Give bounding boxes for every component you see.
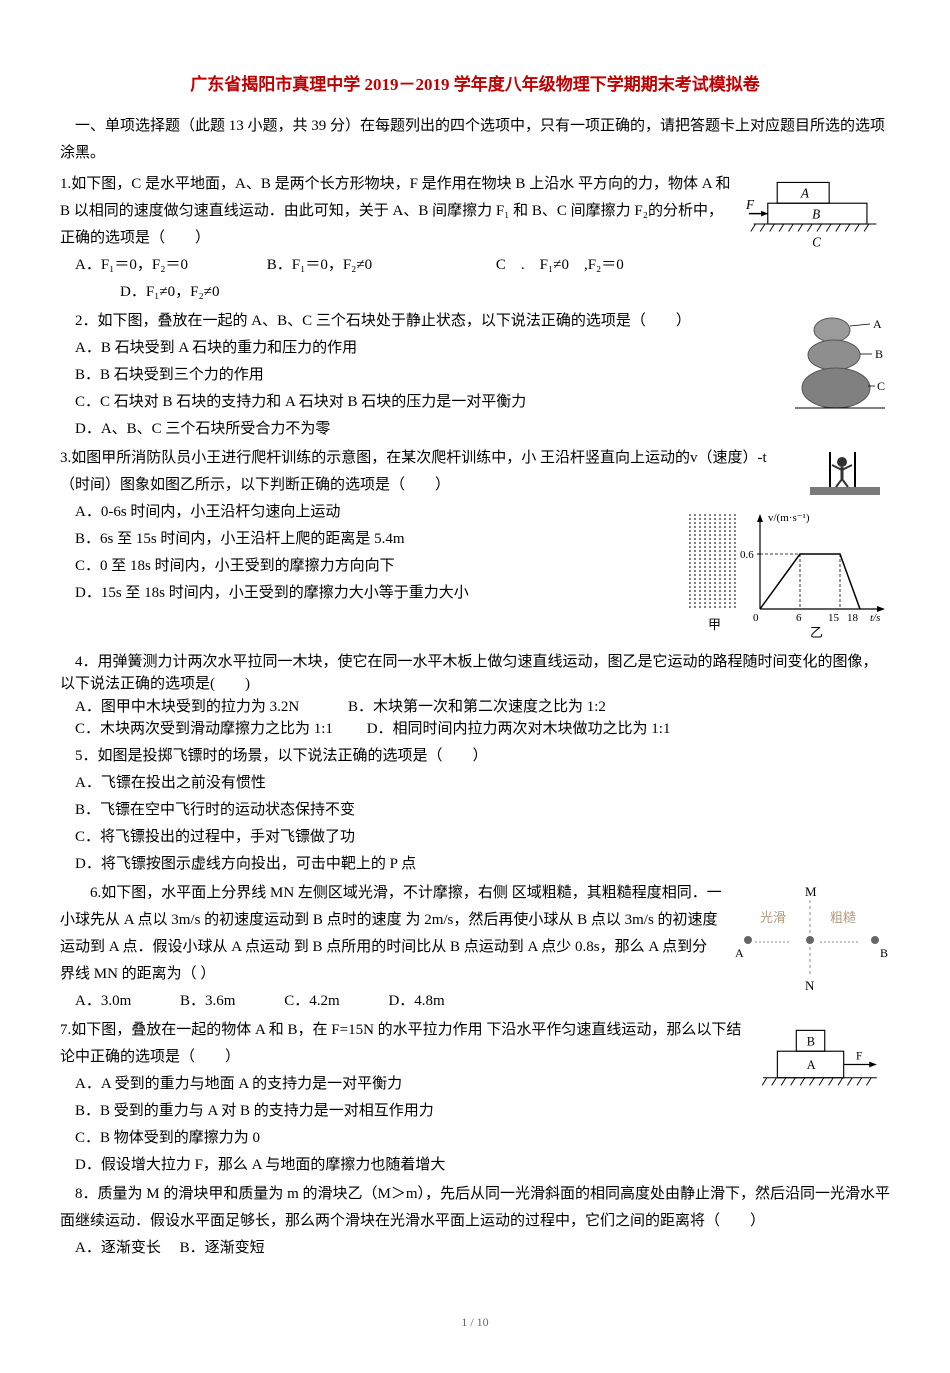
question-5: 5．如图是投掷飞镖时的场景，以下说法正确的选项是（ ） A．飞镖在投出之前没有惯…: [60, 743, 890, 878]
q6-opt-b: B．3.6m: [180, 993, 235, 1009]
svg-text:乙: 乙: [810, 625, 823, 639]
q2-opt-a: A．B 石块受到 A 石块的重力和压力的作用: [60, 335, 890, 362]
q8-opt-a: A．逐渐变长: [75, 1240, 161, 1256]
q1-stem-a: 1.如下图，C 是水平地面，A、B 是两个长方形物块，F 是作用在物块 B 上沿…: [60, 176, 574, 192]
svg-text:C: C: [812, 234, 821, 249]
q1-opt-b: B．F₁＝0，F₂≠0: [267, 257, 372, 273]
svg-text:M: M: [805, 884, 817, 899]
q8-stem: 8．质量为 M 的滑块甲和质量为 m 的滑块乙（M＞m），先后从同一光滑斜面的相…: [60, 1181, 890, 1235]
svg-text:C: C: [877, 379, 885, 393]
q5-opt-b: B．飞镖在空中飞行时的运动状态保持不变: [60, 797, 890, 824]
q5-opt-c: C．将飞镖投出的过程中，手对飞镖做了功: [60, 824, 890, 851]
q1-opt-a: A．F₁＝0，F₂＝0: [75, 257, 188, 273]
q4-stem: 4．用弹簧测力计两次水平拉同一木块，使它在同一水平木板上做匀速直线运动，图乙是它…: [60, 651, 890, 696]
page-number: 1 / 10: [60, 1312, 890, 1334]
question-6: M 光滑 粗糙 A B N 6.如下图，水平面上分界线 MN 左侧区域光滑，不计…: [60, 880, 890, 1015]
q8-opt-b: B．逐渐变短: [180, 1240, 265, 1256]
q2-diagram: A B C: [790, 310, 890, 430]
q2-opt-c: C．C 石块对 B 石块的支持力和 A 石块对 B 石块的压力是一对平衡力: [60, 389, 890, 416]
q7-opt-c: C．B 物体受到的摩擦力为 0: [60, 1125, 890, 1152]
q4-opt-d: D．相同时间内拉力两次对木块做功之比为 1:1: [367, 721, 671, 737]
q6-opt-d: D．4.8m: [388, 993, 444, 1009]
q6-opt-c: C．4.2m: [284, 993, 339, 1009]
q4-opt-b: B．木块第一次和第二次速度之比为 1:2: [348, 699, 606, 715]
q3-diagram-graph: v/(m·s⁻¹) 0.6 0 6 15 18 t/s 乙 甲: [680, 509, 890, 649]
question-7: B A F 7.如下图，叠放在一起的物体 A 和 B，在 F=15N 的水平拉力…: [60, 1017, 890, 1179]
question-1: A B F C 1.如下图，C 是水平地面，A、B 是两个长方形物块，F 是作用…: [60, 171, 890, 306]
q6-stem-a: 6.如下图，水平面上分界线 MN 左侧区域光滑，不计摩擦，右侧: [90, 885, 508, 901]
q3-diagram-person: [800, 447, 890, 507]
question-4: 4．用弹簧测力计两次水平拉同一木块，使它在同一水平木板上做匀速直线运动，图乙是它…: [60, 651, 890, 741]
question-8: 8．质量为 M 的滑块甲和质量为 m 的滑块乙（M＞m），先后从同一光滑斜面的相…: [60, 1181, 890, 1262]
svg-text:光滑: 光滑: [760, 910, 786, 925]
q5-stem: 5．如图是投掷飞镖时的场景，以下说法正确的选项是（ ）: [60, 743, 890, 770]
svg-text:15: 15: [828, 612, 840, 624]
q6-opt-a: A．3.0m: [75, 993, 131, 1009]
q2-opt-d: D．A、B、C 三个石块所受合力不为零: [60, 416, 890, 443]
svg-text:A: A: [873, 317, 882, 331]
svg-text:A: A: [807, 1058, 816, 1072]
q7-opt-d: D．假设增大拉力 F，那么 A 与地面的摩擦力也随着增大: [60, 1152, 890, 1179]
svg-text:F: F: [745, 196, 755, 211]
q6-diagram: M 光滑 粗糙 A B N: [730, 882, 890, 1002]
svg-text:18: 18: [847, 612, 859, 624]
svg-text:B: B: [812, 206, 820, 221]
svg-text:N: N: [805, 978, 815, 992]
q6-stem-e: ）: [200, 966, 215, 982]
svg-text:B: B: [880, 946, 888, 960]
q3-stem-a: 3.如图甲所消防队员小王进行爬杆训练的示意图，在某次爬杆训练中，小: [60, 450, 536, 466]
section-intro: 一、单项选择题（此题 13 小题，共 39 分）在每题列出的四个选项中，只有一项…: [60, 113, 890, 167]
svg-text:B: B: [807, 1034, 815, 1048]
svg-text:0: 0: [753, 612, 759, 624]
q4-opt-c: C．木块两次受到滑动摩擦力之比为 1:1: [60, 718, 333, 741]
svg-text:v/(m·s⁻¹): v/(m·s⁻¹): [768, 512, 810, 524]
svg-text:粗糙: 粗糙: [830, 910, 856, 925]
q4-opt-a: A．图甲中木块受到的拉力为 3.2N: [60, 696, 299, 719]
q5-opt-d: D．将飞镖按图示虚线方向投出，可击中靶上的 P 点: [60, 851, 890, 878]
svg-text:t/s: t/s: [870, 612, 880, 624]
q5-opt-a: A．飞镖在投出之前没有惯性: [60, 770, 890, 797]
svg-text:甲: 甲: [708, 617, 721, 632]
q1-diagram: A B F C: [740, 173, 890, 268]
svg-text:0.6: 0.6: [740, 549, 754, 561]
q7-diagram: B A F: [750, 1019, 890, 1119]
q1-opt-d: D．F₁≠0，F₂≠0: [60, 279, 890, 306]
q1-opt-c: C . F₁≠0 ,F₂＝0: [496, 257, 624, 273]
svg-text:A: A: [800, 185, 810, 200]
svg-text:A: A: [735, 946, 744, 960]
svg-text:6: 6: [796, 612, 802, 624]
question-2: A B C 2．如下图，叠放在一起的 A、B、C 三个石块处于静止状态，以下说法…: [60, 308, 890, 443]
svg-text:F: F: [856, 1050, 862, 1062]
svg-text:B: B: [875, 347, 883, 361]
q2-opt-b: B．B 石块受到三个力的作用: [60, 362, 890, 389]
exam-title: 广东省揭阳市真理中学 2019－2019 学年度八年级物理下学期期末考试模拟卷: [60, 70, 890, 101]
question-3: 3.如图甲所消防队员小王进行爬杆训练的示意图，在某次爬杆训练中，小 王沿杆竖直向…: [60, 445, 890, 649]
q2-stem: 2．如下图，叠放在一起的 A、B、C 三个石块处于静止状态，以下说法正确的选项是…: [60, 308, 890, 335]
q7-stem-a: 7.如下图，叠放在一起的物体 A 和 B，在 F=15N 的水平拉力作用: [60, 1022, 483, 1038]
